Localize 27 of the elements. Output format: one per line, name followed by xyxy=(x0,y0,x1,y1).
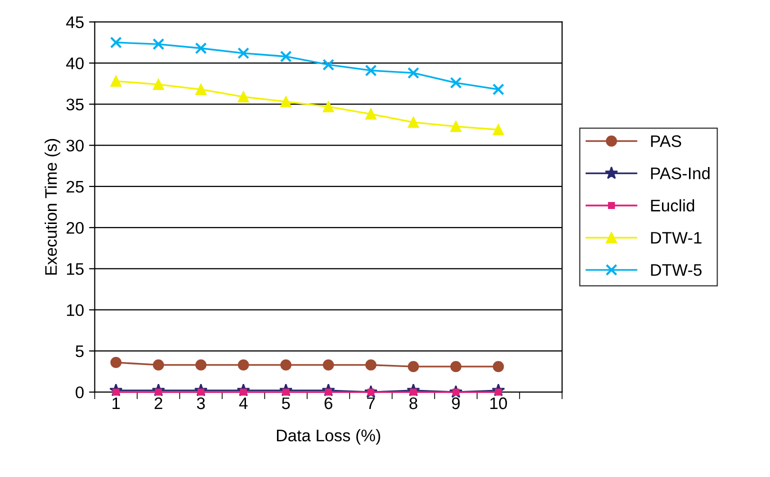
x-tick-label: 10 xyxy=(490,397,507,410)
y-tick-label: 30 xyxy=(66,140,84,152)
y-tick-label: 25 xyxy=(66,180,84,193)
x-tick-label: 5 xyxy=(282,398,290,410)
x-tick-label: 9 xyxy=(452,397,460,410)
legend-label: DTW-5 xyxy=(651,264,702,276)
y-tick-label: 40 xyxy=(66,57,84,70)
y-tick-label: 10 xyxy=(67,304,84,316)
legend-label: PAS-Ind xyxy=(651,167,710,180)
x-tick-label: 7 xyxy=(367,398,375,410)
x-tick-label: 2 xyxy=(154,397,162,410)
legend-label: PAS xyxy=(651,135,682,148)
x-tick-label: 6 xyxy=(324,397,332,410)
legend-label: DTW-1 xyxy=(651,232,702,244)
x-tick-label: 8 xyxy=(409,397,418,410)
y-tick-label: 35 xyxy=(66,98,84,110)
y-tick-label: 15 xyxy=(67,263,84,275)
y-tick-label: 5 xyxy=(76,346,84,358)
y-tick-label: 20 xyxy=(66,222,84,234)
legend-label: Euclid xyxy=(651,199,694,212)
x-tick-label: 1 xyxy=(112,398,120,410)
y-tick-label: 0 xyxy=(76,386,84,398)
y-axis-title: Execution Time (s) xyxy=(44,139,60,275)
x-tick-label: 4 xyxy=(239,398,248,410)
y-tick-label: 45 xyxy=(66,16,84,28)
x-tick-label: 3 xyxy=(196,397,205,410)
x-axis-title: Data Loss (%) xyxy=(276,429,380,445)
